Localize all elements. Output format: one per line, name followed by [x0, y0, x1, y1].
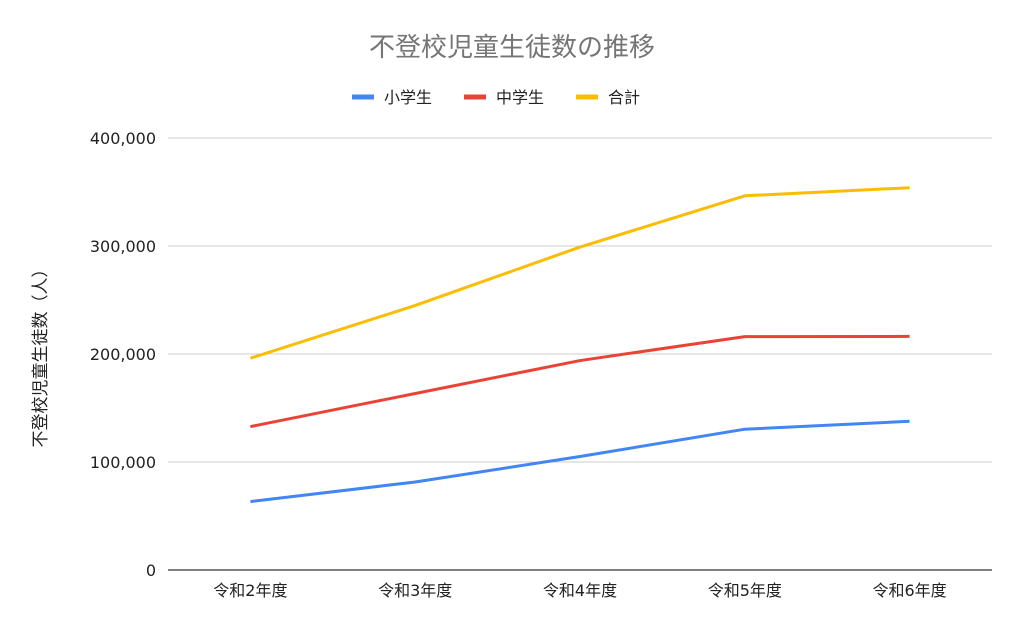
y-tick-label: 300,000: [90, 237, 156, 256]
y-tick-label: 200,000: [90, 345, 156, 364]
legend: 小学生 中学生 合計: [352, 88, 640, 107]
x-tick-label: 令和3年度: [378, 581, 452, 600]
y-axis-ticks: 0 100,000 200,000 300,000 400,000: [90, 129, 156, 580]
legend-label: 合計: [608, 88, 640, 107]
x-axis-ticks: 令和2年度 令和3年度 令和4年度 令和5年度 令和6年度: [213, 581, 946, 600]
y-tick-label: 0: [146, 561, 156, 580]
chart-title: 不登校児童生徒数の推移: [369, 33, 655, 63]
x-tick-label: 令和5年度: [708, 581, 782, 600]
series-line-中学生: [250, 334, 910, 429]
series-line-小学生: [250, 419, 910, 504]
y-tick-label: 400,000: [90, 129, 156, 148]
x-tick-label: 令和6年度: [873, 581, 947, 600]
y-axis-label: 不登校児童生徒数（人）: [31, 261, 51, 448]
y-tick-label: 100,000: [90, 453, 156, 472]
legend-label: 中学生: [496, 88, 544, 107]
x-tick-label: 令和4年度: [543, 581, 617, 600]
series-lines: [249, 186, 910, 504]
x-tick-label: 令和2年度: [213, 581, 287, 600]
gridlines: [168, 137, 992, 571]
series-line-合計: [249, 186, 910, 360]
legend-label: 小学生: [384, 88, 432, 107]
